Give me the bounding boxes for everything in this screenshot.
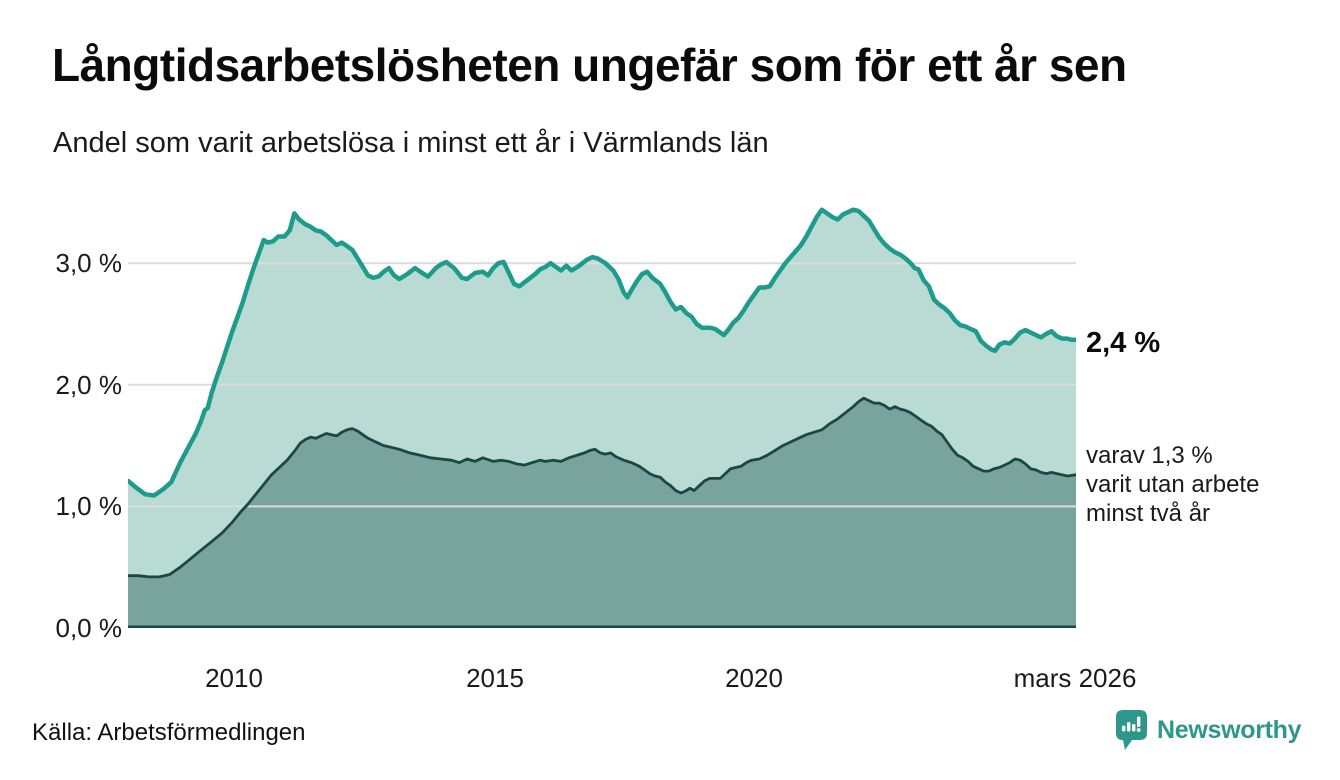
y-axis-tick-1: 1,0 % [55, 491, 123, 521]
y-axis-tick-2: 2,0 % [55, 370, 123, 400]
unemployment-area-chart [128, 207, 1076, 628]
x-axis-tick-2020: 2020 [725, 663, 783, 693]
series-area-1 [128, 398, 1076, 628]
y-axis-tick-0: 0,0 % [55, 613, 123, 643]
x-axis-tick-2015: 2015 [466, 663, 524, 693]
series-line-0 [128, 207, 1076, 498]
newsworthy-logo: Newsworthy [1115, 709, 1302, 752]
x-axis-tick-mars-2026: mars 2026 [1013, 663, 1137, 693]
newsworthy-logo-text: Newsworthy [1157, 716, 1302, 744]
page-subtitle: Andel som varit arbetslösa i minst ett å… [53, 127, 769, 159]
series-1yr-end-value-label: 2,4 % [1086, 327, 1161, 359]
source-attribution: Källa: Arbetsförmedlingen [32, 719, 306, 746]
series-line-1 [128, 396, 1076, 579]
y-axis-tick-3: 3,0 % [55, 248, 123, 278]
x-axis-tick-2010: 2010 [205, 663, 263, 693]
series-2yr-annotation: varav 1,3 % varit utan arbete minst två … [1086, 442, 1260, 527]
newsworthy-logo-icon [1116, 710, 1147, 750]
page-title: Långtidsarbetslösheten ungefär som för e… [52, 39, 1127, 91]
